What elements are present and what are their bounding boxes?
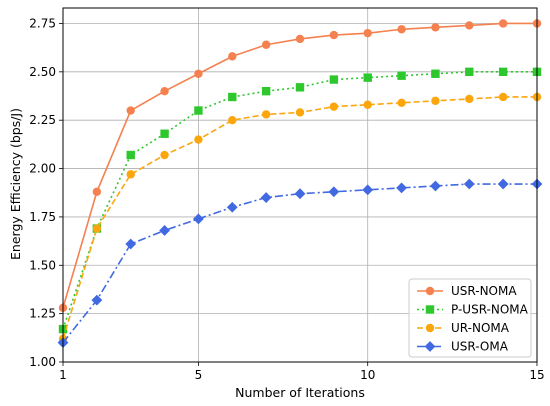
data-point-usr-noma bbox=[194, 69, 203, 78]
data-point-ur-noma bbox=[295, 108, 305, 117]
data-point-usr-oma bbox=[91, 294, 103, 306]
data-point-usr-oma bbox=[430, 180, 441, 192]
data-point-usr-oma bbox=[193, 213, 204, 225]
y-tick-label: 1.50 bbox=[29, 258, 56, 272]
data-point-usr-noma bbox=[465, 21, 474, 30]
data-point-ur-noma bbox=[431, 96, 440, 106]
data-point-usr-noma bbox=[160, 86, 169, 96]
y-tick-label: 1.75 bbox=[29, 210, 56, 224]
data-point-usr-oma bbox=[159, 225, 170, 236]
data-point-usr-oma bbox=[362, 184, 374, 196]
data-point-p-usr-noma bbox=[431, 69, 440, 78]
data-point-usr-noma bbox=[431, 23, 440, 32]
data-point-p-usr-noma bbox=[228, 92, 237, 102]
legend-marker-ur-noma bbox=[425, 323, 435, 333]
y-axis-label: Energy Efficiency (bps/J) bbox=[8, 108, 23, 260]
x-tick-label: 15 bbox=[529, 368, 544, 382]
legend-marker-usr-noma bbox=[425, 286, 435, 296]
legend-marker-usr-oma bbox=[424, 341, 436, 352]
series-ur-noma bbox=[58, 92, 542, 343]
series-layer bbox=[57, 19, 543, 349]
data-point-ur-noma bbox=[465, 94, 474, 104]
data-point-usr-noma bbox=[126, 106, 135, 115]
x-axis-label: Number of Iterations bbox=[235, 385, 365, 400]
data-point-p-usr-noma bbox=[329, 75, 339, 84]
data-point-p-usr-noma bbox=[295, 83, 305, 92]
data-point-usr-oma bbox=[497, 178, 509, 190]
data-point-usr-oma bbox=[396, 182, 407, 194]
y-tick-label: 2.25 bbox=[29, 113, 56, 127]
x-tick-label: 10 bbox=[360, 368, 375, 382]
data-point-usr-noma bbox=[295, 34, 305, 44]
plot-frame bbox=[62, 7, 538, 363]
data-point-usr-oma bbox=[260, 192, 272, 203]
data-point-usr-oma bbox=[125, 238, 137, 250]
series-line-usr-oma bbox=[62, 183, 537, 344]
legend-label-ur-noma: UR-NOMA bbox=[451, 321, 510, 335]
data-point-p-usr-noma bbox=[465, 67, 474, 77]
data-point-usr-oma bbox=[463, 178, 475, 190]
data-point-usr-noma bbox=[498, 19, 508, 28]
series-usr-oma bbox=[57, 178, 543, 349]
legend-label-p-usr-noma: P-USR-NOMA bbox=[451, 303, 529, 317]
data-point-usr-noma bbox=[363, 28, 372, 38]
data-point-p-usr-noma bbox=[498, 67, 508, 77]
y-tick-label: 1.25 bbox=[29, 307, 56, 321]
x-tick-label: 1 bbox=[59, 368, 67, 382]
data-point-ur-noma bbox=[363, 100, 372, 109]
data-point-p-usr-noma bbox=[160, 129, 169, 138]
data-point-ur-noma bbox=[329, 102, 339, 111]
data-point-p-usr-noma bbox=[261, 86, 271, 96]
data-point-usr-noma bbox=[261, 40, 271, 49]
y-tick-label: 2.75 bbox=[29, 16, 56, 30]
y-tick-label: 2.00 bbox=[29, 162, 56, 176]
data-point-ur-noma bbox=[126, 170, 135, 179]
data-point-ur-noma bbox=[92, 224, 102, 233]
data-point-usr-noma bbox=[92, 187, 102, 196]
data-point-p-usr-noma bbox=[363, 73, 372, 82]
data-point-ur-noma bbox=[397, 98, 406, 107]
x-tick-label: 5 bbox=[195, 368, 203, 382]
y-tick-label: 2.50 bbox=[29, 65, 56, 79]
data-point-usr-oma bbox=[328, 186, 340, 198]
data-point-ur-noma bbox=[160, 150, 169, 160]
legend-marker-p-usr-noma bbox=[425, 305, 435, 314]
y-tick-label: 1.00 bbox=[29, 355, 56, 369]
data-point-ur-noma bbox=[498, 92, 508, 102]
series-line-p-usr-noma bbox=[62, 71, 537, 330]
legend-box bbox=[408, 278, 532, 358]
data-point-usr-oma bbox=[226, 201, 238, 213]
data-point-ur-noma bbox=[261, 110, 271, 119]
data-point-p-usr-noma bbox=[126, 150, 135, 160]
data-point-usr-noma bbox=[228, 52, 237, 61]
data-point-usr-noma bbox=[329, 30, 339, 40]
data-point-ur-noma bbox=[228, 115, 237, 125]
legend: USR-NOMA P-USR-NOMA UR-NOMA USR-OMA bbox=[408, 278, 532, 358]
data-point-p-usr-noma bbox=[194, 106, 203, 115]
data-point-usr-noma bbox=[397, 25, 406, 34]
legend-label-usr-oma: USR-OMA bbox=[451, 340, 509, 354]
axis-ticks: 1.001.251.501.752.002.252.502.751 5 10 15 bbox=[29, 16, 544, 382]
data-point-usr-oma bbox=[294, 188, 306, 200]
series-usr-noma bbox=[58, 19, 542, 313]
legend-label-usr-noma: USR-NOMA bbox=[451, 284, 517, 298]
data-point-ur-noma bbox=[194, 135, 203, 144]
data-point-p-usr-noma bbox=[397, 71, 406, 80]
